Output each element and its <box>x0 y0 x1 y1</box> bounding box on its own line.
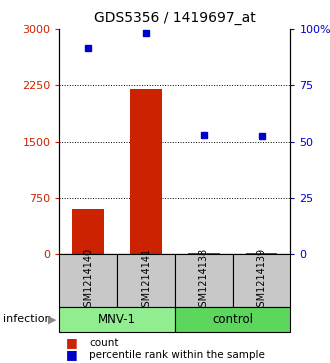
Bar <box>233 254 290 307</box>
Bar <box>188 253 220 254</box>
Bar <box>59 254 117 307</box>
Text: GSM1214141: GSM1214141 <box>141 248 151 313</box>
Text: GSM1214138: GSM1214138 <box>199 248 209 313</box>
Bar <box>130 89 162 254</box>
Text: control: control <box>212 313 253 326</box>
Text: GSM1214140: GSM1214140 <box>83 248 93 313</box>
Text: MNV-1: MNV-1 <box>98 313 136 326</box>
Bar <box>59 307 175 332</box>
Text: GSM1214139: GSM1214139 <box>256 248 267 313</box>
Bar <box>246 253 278 254</box>
Text: percentile rank within the sample: percentile rank within the sample <box>89 350 265 360</box>
Text: ▶: ▶ <box>48 314 56 325</box>
Bar <box>175 307 290 332</box>
Text: infection: infection <box>3 314 52 325</box>
Bar <box>72 209 104 254</box>
Bar <box>117 254 175 307</box>
Title: GDS5356 / 1419697_at: GDS5356 / 1419697_at <box>94 11 256 25</box>
Text: ■: ■ <box>66 348 78 362</box>
Bar <box>175 254 233 307</box>
Text: count: count <box>89 338 118 348</box>
Text: ■: ■ <box>66 337 78 350</box>
